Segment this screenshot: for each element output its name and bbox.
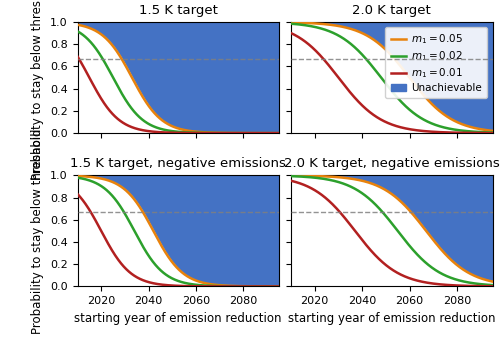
Y-axis label: Probability to stay below threshold: Probability to stay below threshold xyxy=(32,0,44,180)
Y-axis label: Probability to stay below threshold: Probability to stay below threshold xyxy=(32,128,44,334)
X-axis label: starting year of emission reduction: starting year of emission reduction xyxy=(288,312,496,325)
Title: 2.0 K target: 2.0 K target xyxy=(352,4,431,17)
Title: 1.5 K target, negative emissions: 1.5 K target, negative emissions xyxy=(70,157,286,170)
Title: 1.5 K target: 1.5 K target xyxy=(139,4,218,17)
Title: 2.0 K target, negative emissions: 2.0 K target, negative emissions xyxy=(284,157,500,170)
Legend: $m_1 = 0.05$, $m_1 = 0.02$, $m_1 = 0.01$, Unachievable: $m_1 = 0.05$, $m_1 = 0.02$, $m_1 = 0.01$… xyxy=(386,27,488,98)
X-axis label: starting year of emission reduction: starting year of emission reduction xyxy=(74,312,282,325)
